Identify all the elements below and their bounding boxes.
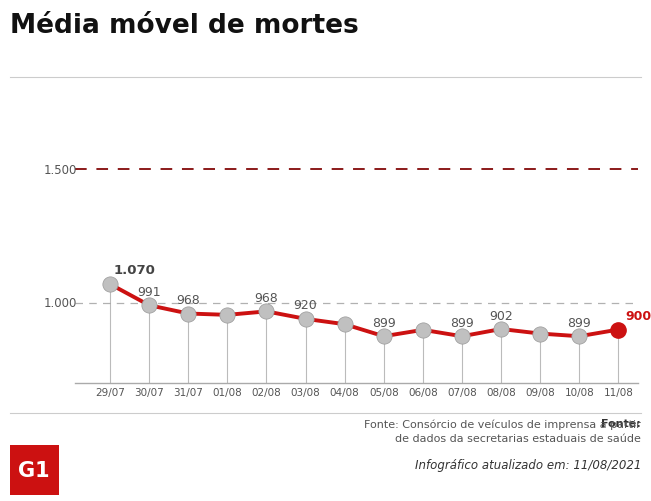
Text: 899: 899	[568, 316, 591, 329]
Text: 899: 899	[450, 316, 474, 329]
Text: Fonte: Consórcio de veículos de imprensa a partir
de dados da secretarias estadu: Fonte: Consórcio de veículos de imprensa…	[365, 418, 641, 443]
Text: 1.000: 1.000	[44, 297, 77, 310]
Text: 1.500: 1.500	[44, 163, 77, 176]
Text: 968: 968	[176, 294, 200, 307]
Text: Fonte:: Fonte:	[602, 418, 641, 428]
Text: 1.070: 1.070	[113, 263, 155, 276]
Text: 902: 902	[490, 309, 513, 322]
Text: 899: 899	[372, 316, 396, 329]
Text: Infográfico atualizado em: 11/08/2021: Infográfico atualizado em: 11/08/2021	[415, 458, 641, 471]
Text: Média móvel de mortes: Média móvel de mortes	[10, 13, 359, 39]
Text: 900: 900	[626, 310, 651, 323]
Text: 920: 920	[294, 299, 318, 312]
Text: 991: 991	[137, 285, 161, 298]
Text: 968: 968	[255, 291, 279, 304]
Text: G1: G1	[18, 460, 50, 480]
